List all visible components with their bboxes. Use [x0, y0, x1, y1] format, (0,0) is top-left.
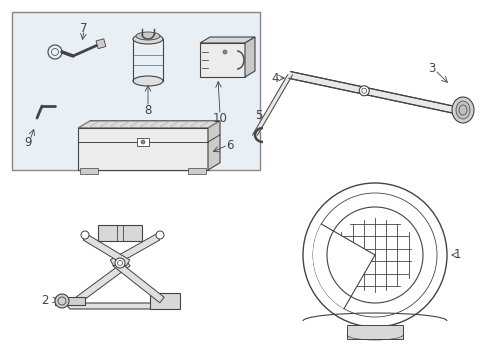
Polygon shape	[200, 37, 255, 43]
Text: 2: 2	[41, 293, 49, 306]
Circle shape	[359, 86, 369, 96]
Polygon shape	[208, 121, 220, 170]
Bar	[96, 39, 106, 49]
Circle shape	[156, 231, 164, 239]
Polygon shape	[110, 234, 160, 266]
Circle shape	[55, 294, 69, 308]
Bar	[55, 297, 85, 305]
Text: 5: 5	[256, 108, 263, 122]
Polygon shape	[78, 128, 208, 170]
Text: 1: 1	[453, 248, 461, 261]
Ellipse shape	[452, 97, 474, 123]
Polygon shape	[83, 234, 130, 266]
Circle shape	[141, 140, 145, 144]
Ellipse shape	[133, 76, 163, 86]
Polygon shape	[78, 121, 220, 128]
Circle shape	[223, 50, 227, 54]
Bar	[12, 12, 260, 170]
Bar	[137, 138, 149, 146]
Bar	[150, 293, 180, 309]
Text: 7: 7	[80, 22, 88, 35]
Text: 3: 3	[428, 62, 436, 75]
Text: 4: 4	[271, 72, 279, 85]
Wedge shape	[313, 224, 375, 309]
Polygon shape	[113, 260, 164, 303]
Circle shape	[81, 231, 89, 239]
Text: 6: 6	[226, 139, 234, 152]
Polygon shape	[200, 43, 245, 77]
Polygon shape	[76, 260, 130, 303]
Text: 8: 8	[145, 104, 152, 117]
Bar	[188, 168, 206, 174]
Bar	[98, 225, 142, 241]
Ellipse shape	[133, 34, 163, 44]
Polygon shape	[245, 37, 255, 77]
Polygon shape	[65, 303, 180, 309]
Polygon shape	[252, 75, 293, 135]
Circle shape	[115, 258, 125, 268]
Ellipse shape	[136, 32, 160, 40]
Polygon shape	[289, 72, 456, 113]
Ellipse shape	[456, 101, 470, 119]
Bar	[80, 168, 98, 174]
Text: 9: 9	[24, 135, 32, 149]
Text: 10: 10	[213, 112, 227, 125]
Bar	[347, 325, 403, 339]
